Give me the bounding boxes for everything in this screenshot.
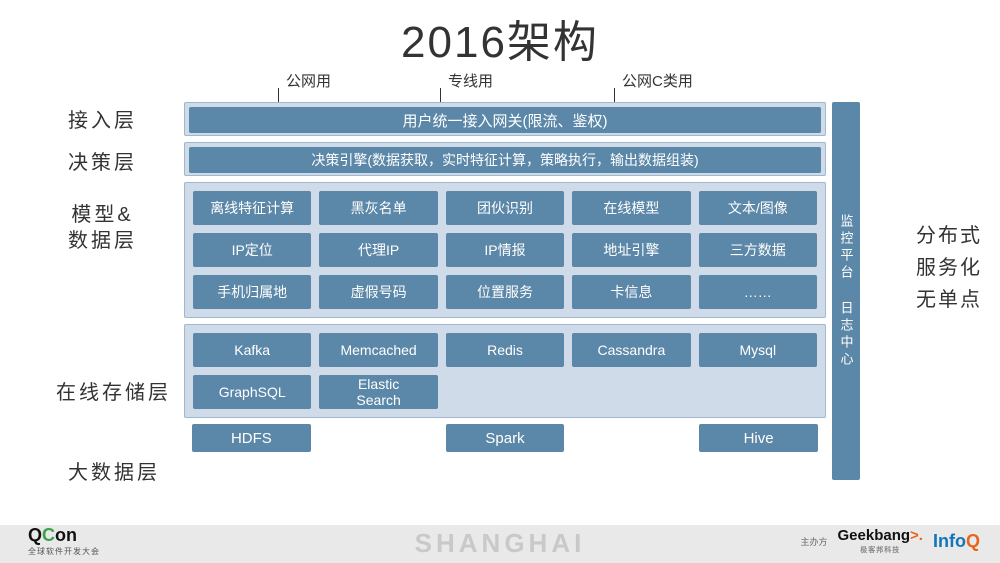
bigdata-layer-band: HDFS Spark Hive [184, 424, 826, 452]
model-box: 卡信息 [572, 275, 690, 309]
model-box: 团伙识别 [446, 191, 564, 225]
access-gateway-box: 用户统一接入网关(限流、鉴权) [189, 107, 821, 133]
bigdata-box: Hive [699, 424, 818, 452]
sponsor-block: 主办方 Geekbang>.极客邦科技 InfoQ [801, 527, 981, 555]
row-label-access: 接入层 [68, 108, 137, 134]
architecture-diagram: 用户统一接入网关(限流、鉴权) 决策引擎(数据获取，实时特征计算，策略执行，输出… [184, 102, 826, 458]
storage-box: GraphSQL [193, 375, 311, 409]
storage-box: Redis [446, 333, 564, 367]
model-box: 黑灰名单 [319, 191, 437, 225]
bigdata-box: HDFS [192, 424, 311, 452]
model-box: 文本/图像 [699, 191, 817, 225]
online-storage-band: KafkaMemcached RedisCassandra Mysql GraphSQ… [184, 324, 826, 418]
model-box: 手机归属地 [193, 275, 311, 309]
bigdata-row: HDFS Spark Hive [192, 424, 818, 452]
infoq-logo: InfoQ [933, 531, 980, 552]
row-label-model: 模型& 数据层 [68, 202, 137, 254]
model-box: IP情报 [446, 233, 564, 267]
storage-box: Memcached [319, 333, 437, 367]
sponsor-label: 主办方 [801, 535, 828, 548]
model-box: 三方数据 [699, 233, 817, 267]
slide-title: 2016架构 [0, 6, 1000, 70]
storage-box: Elastic Search [319, 375, 437, 409]
inbound-arrow: 专线用 [440, 70, 493, 91]
model-grid: 离线特征计算黑灰名单团伙识别在线模型文本/图像 IP定位代理IP IP情报地址引擎三… [193, 191, 817, 309]
inbound-arrow: 公网用 [278, 70, 331, 91]
decision-layer-band: 决策引擎(数据获取，实时特征计算，策略执行，输出数据组装) [184, 142, 826, 176]
model-box: …… [699, 275, 817, 309]
storage-box: Cassandra [572, 333, 690, 367]
decision-engine-box: 决策引擎(数据获取，实时特征计算，策略执行，输出数据组装) [189, 147, 821, 173]
model-box: 离线特征计算 [193, 191, 311, 225]
model-data-layer-band: 离线特征计算黑灰名单团伙识别在线模型文本/图像 IP定位代理IP IP情报地址引擎三… [184, 182, 826, 318]
right-note: 分布式 [916, 220, 986, 252]
bigdata-box: Spark [446, 424, 565, 452]
slide: 2016架构 公网用 专线用 公网C类用 接入层 决策层 模型& 数据层 在线存储层… [0, 0, 1000, 563]
right-note: 服务化 [916, 252, 986, 284]
model-box: 位置服务 [446, 275, 564, 309]
qcon-logo: QCon 全球软件开发大会 [28, 525, 100, 557]
row-label-storage: 在线存储层 [56, 380, 171, 406]
storage-box: Kafka [193, 333, 311, 367]
footer-bar: SHANGHAI QCon 全球软件开发大会 主办方 Geekbang>.极客邦… [0, 525, 1000, 563]
model-box: 地址引擎 [572, 233, 690, 267]
right-note: 无单点 [916, 284, 986, 316]
row-label-decision: 决策层 [68, 150, 137, 176]
geekbang-logo: Geekbang>.极客邦科技 [838, 527, 923, 555]
top-arrows: 公网用 专线用 公网C类用 [0, 70, 1000, 106]
inbound-arrow: 公网C类用 [614, 70, 693, 91]
model-box: IP定位 [193, 233, 311, 267]
model-box: 在线模型 [572, 191, 690, 225]
storage-grid: KafkaMemcached RedisCassandra Mysql GraphSQ… [193, 333, 817, 409]
model-box: 代理IP [319, 233, 437, 267]
model-box: 虚假号码 [319, 275, 437, 309]
row-label-bigdata: 大数据层 [68, 460, 160, 486]
right-notes: 分布式服务化无单点 [916, 220, 986, 316]
monitoring-log-sidebar: 监控平台 日志中心 [832, 102, 860, 480]
access-layer-band: 用户统一接入网关(限流、鉴权) [184, 102, 826, 136]
storage-box: Mysql [699, 333, 817, 367]
